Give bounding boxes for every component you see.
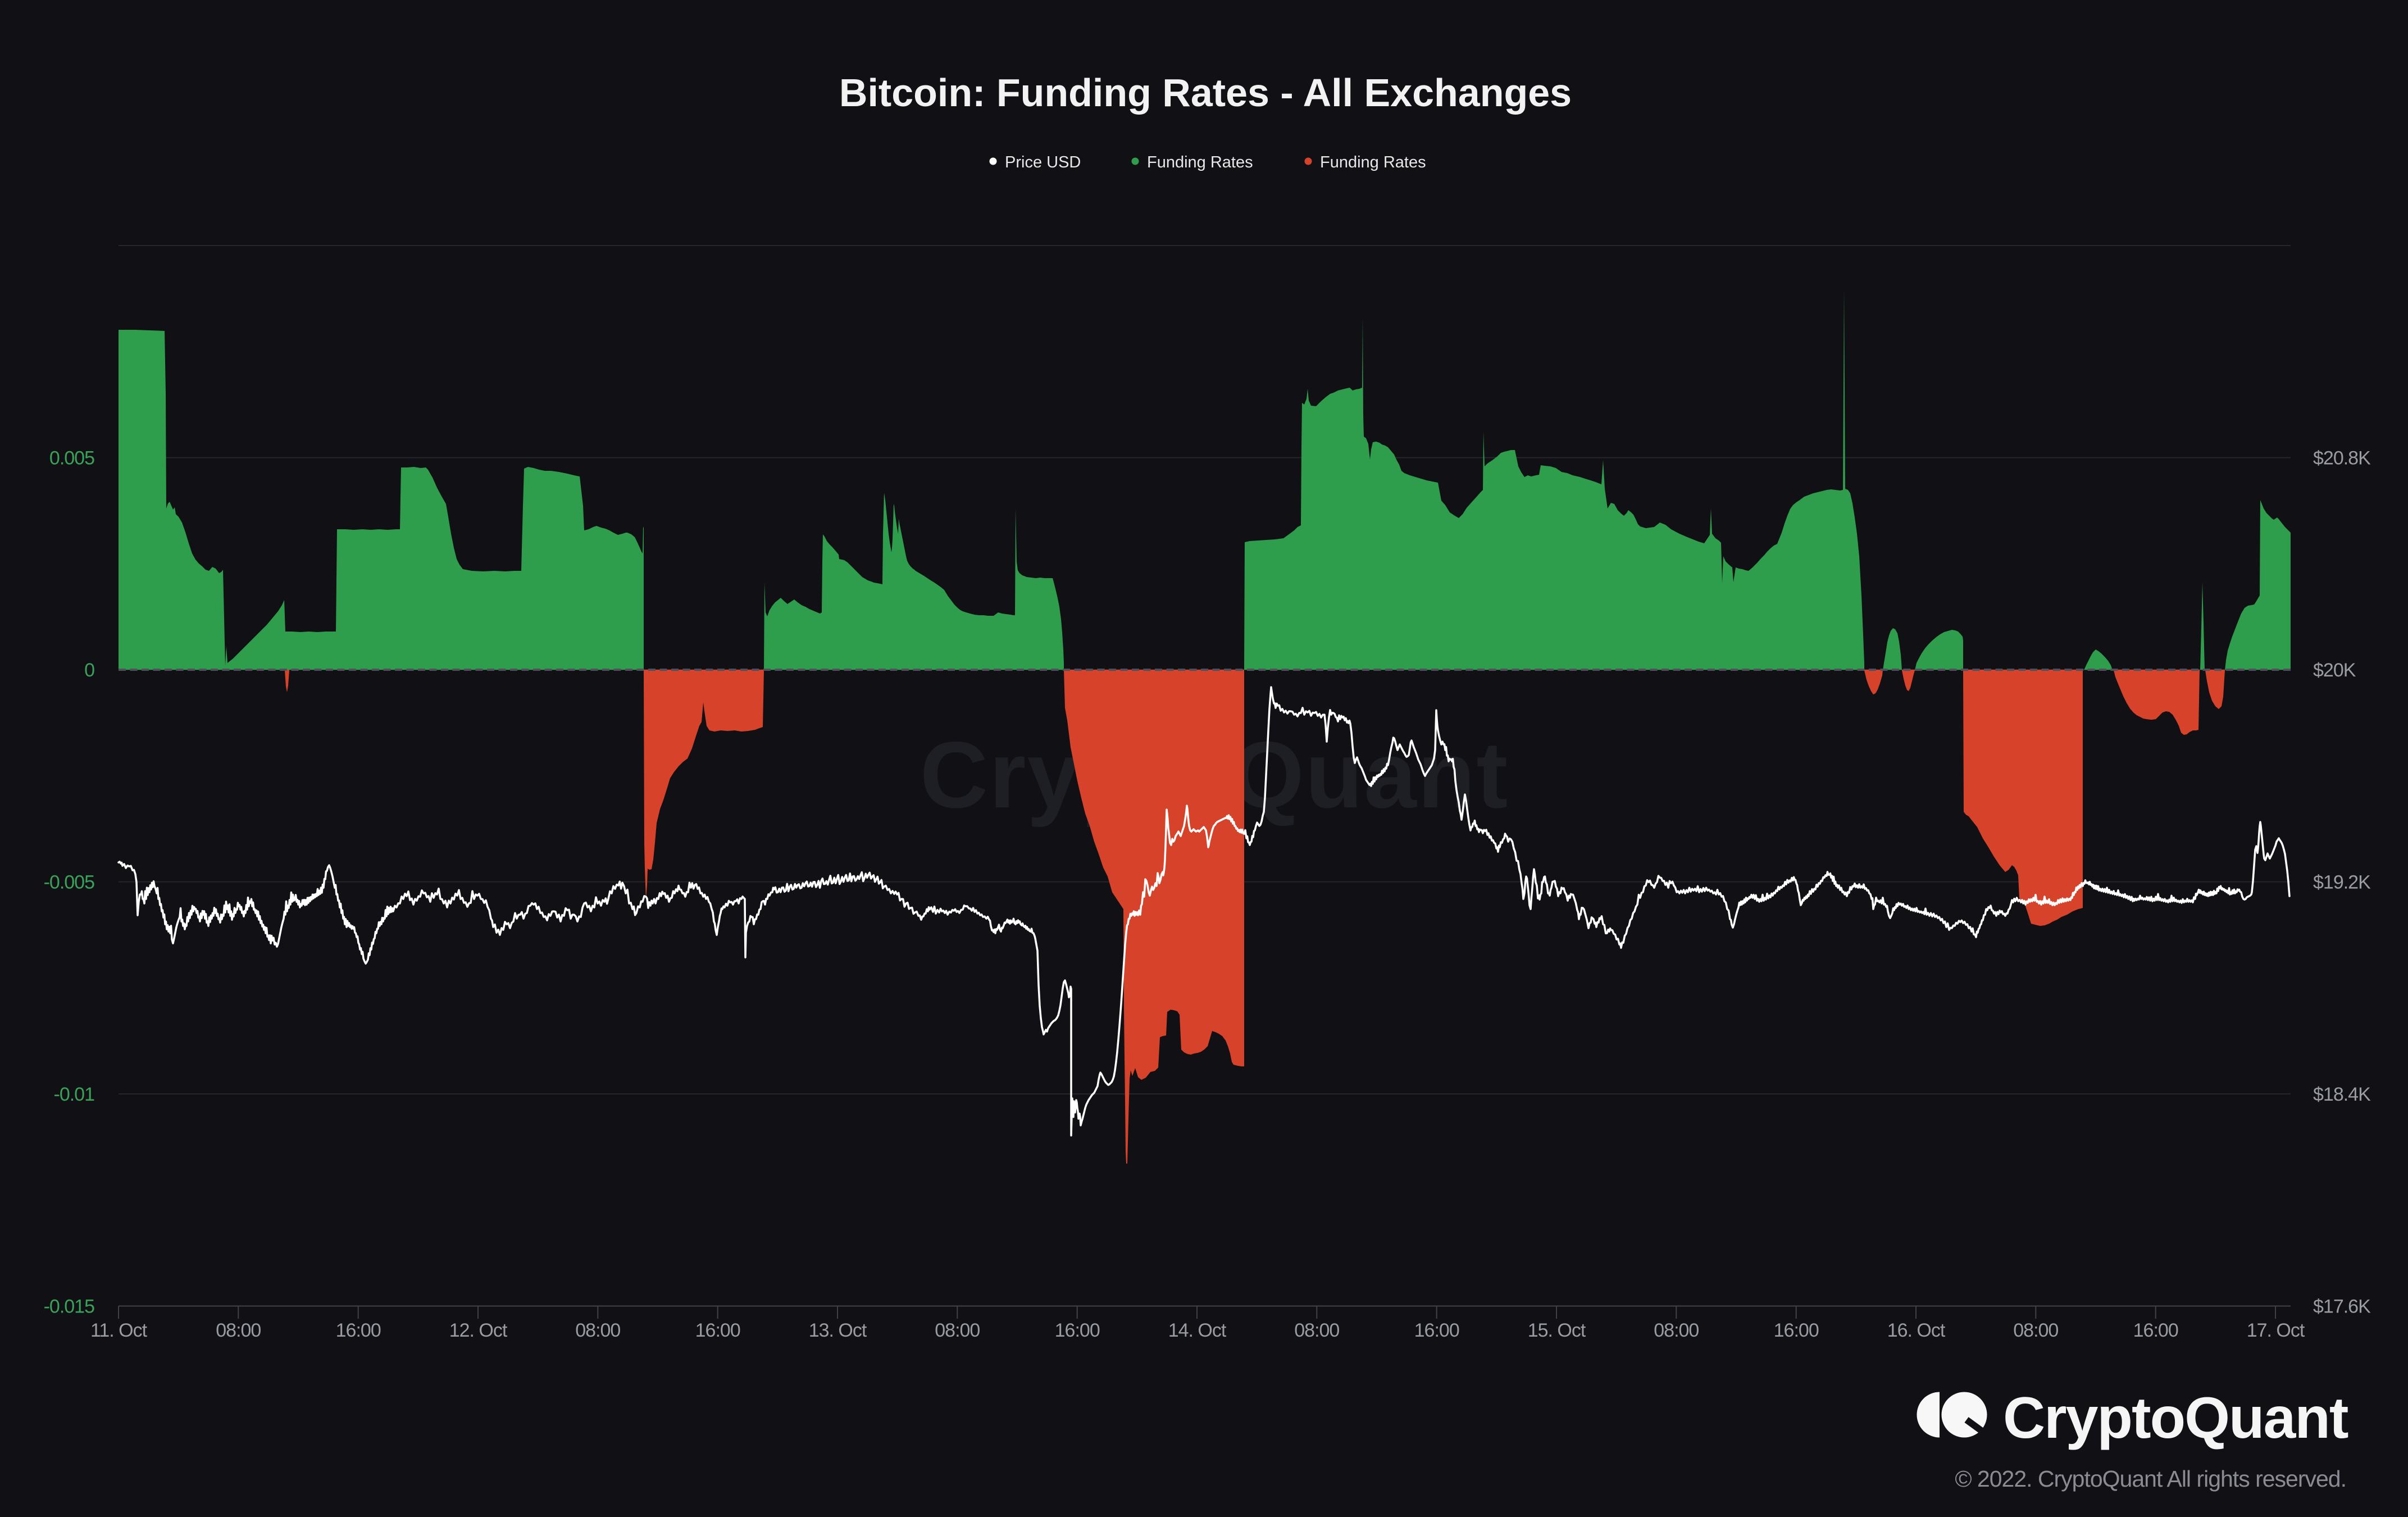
svg-text:08:00: 08:00 — [575, 1320, 620, 1341]
svg-text:08:00: 08:00 — [1294, 1320, 1339, 1341]
svg-text:16:00: 16:00 — [1774, 1320, 1819, 1341]
svg-text:© 2022. CryptoQuant All rights: © 2022. CryptoQuant All rights reserved. — [1955, 1466, 2346, 1492]
svg-text:$17.6K: $17.6K — [2313, 1296, 2371, 1318]
svg-text:$20K: $20K — [2313, 660, 2356, 681]
svg-text:Funding Rates: Funding Rates — [1147, 153, 1253, 171]
svg-text:08:00: 08:00 — [2013, 1320, 2058, 1341]
svg-text:12. Oct: 12. Oct — [449, 1320, 508, 1341]
svg-text:0.005: 0.005 — [49, 448, 94, 469]
svg-text:-0.01: -0.01 — [54, 1084, 95, 1105]
svg-text:-0.005: -0.005 — [44, 872, 94, 893]
svg-text:Bitcoin: Funding Rates - All E: Bitcoin: Funding Rates - All Exchanges — [839, 71, 1572, 115]
svg-text:15. Oct: 15. Oct — [1528, 1320, 1586, 1341]
svg-text:16:00: 16:00 — [336, 1320, 381, 1341]
svg-text:Funding Rates: Funding Rates — [1320, 153, 1426, 171]
svg-text:11. Oct: 11. Oct — [90, 1320, 148, 1341]
svg-text:08:00: 08:00 — [216, 1320, 261, 1341]
svg-text:14. Oct: 14. Oct — [1168, 1320, 1227, 1341]
svg-text:17. Oct: 17. Oct — [2247, 1320, 2305, 1341]
svg-text:$19.2K: $19.2K — [2313, 872, 2371, 893]
svg-text:16:00: 16:00 — [2133, 1320, 2178, 1341]
svg-text:$18.4K: $18.4K — [2313, 1084, 2371, 1105]
svg-text:Price USD: Price USD — [1005, 153, 1081, 171]
svg-text:16:00: 16:00 — [1055, 1320, 1100, 1341]
svg-text:16:00: 16:00 — [695, 1320, 740, 1341]
svg-text:-0.015: -0.015 — [44, 1296, 94, 1318]
svg-text:CryptoQuant: CryptoQuant — [2003, 1386, 2348, 1451]
svg-text:13. Oct: 13. Oct — [809, 1320, 867, 1341]
svg-text:16:00: 16:00 — [1414, 1320, 1459, 1341]
svg-text:16. Oct: 16. Oct — [1887, 1320, 1946, 1341]
svg-text:08:00: 08:00 — [935, 1320, 980, 1341]
svg-text:08:00: 08:00 — [1654, 1320, 1699, 1341]
svg-text:0: 0 — [84, 660, 94, 681]
svg-text:$20.8K: $20.8K — [2313, 448, 2371, 469]
